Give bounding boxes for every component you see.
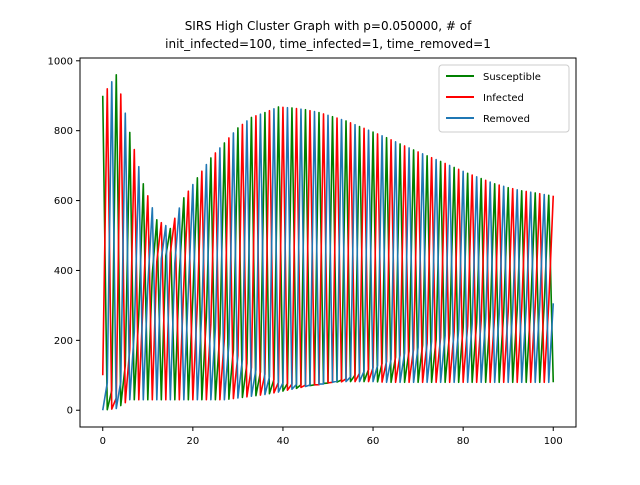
y-tick-label: 1000 — [48, 56, 73, 67]
legend-label-removed: Removed — [483, 114, 530, 125]
x-tick-label: 100 — [544, 436, 563, 447]
series-line-removed — [101, 80, 555, 411]
x-tick-label: 20 — [186, 436, 199, 447]
x-tick-label: 40 — [277, 436, 290, 447]
chart-title-line-1: SIRS High Cluster Graph with p=0.050000,… — [185, 19, 472, 33]
legend-label-susceptible: Susceptible — [483, 72, 541, 83]
plot-frame — [79, 57, 577, 428]
chart-title-line-2: init_infected=100, time_infected=1, time… — [165, 37, 491, 51]
x-tick-label: 80 — [457, 436, 470, 447]
legend-label-infected: Infected — [483, 93, 524, 104]
y-tick-label: 0 — [67, 406, 73, 417]
y-tick-label: 800 — [54, 126, 73, 137]
y-tick-label: 200 — [54, 336, 73, 347]
x-axis: 0 20 40 60 80 100 — [100, 427, 563, 447]
series-line-infected — [101, 87, 555, 410]
legend: Susceptible Infected Removed — [438, 64, 570, 133]
y-tick-label: 600 — [54, 196, 73, 207]
x-tick-label: 0 — [100, 436, 106, 447]
series-lines — [101, 73, 555, 411]
y-tick-label: 400 — [54, 266, 73, 277]
y-axis: 0 200 400 600 800 1000 — [48, 56, 80, 417]
legend-box — [438, 64, 570, 133]
x-tick-label: 60 — [367, 436, 380, 447]
